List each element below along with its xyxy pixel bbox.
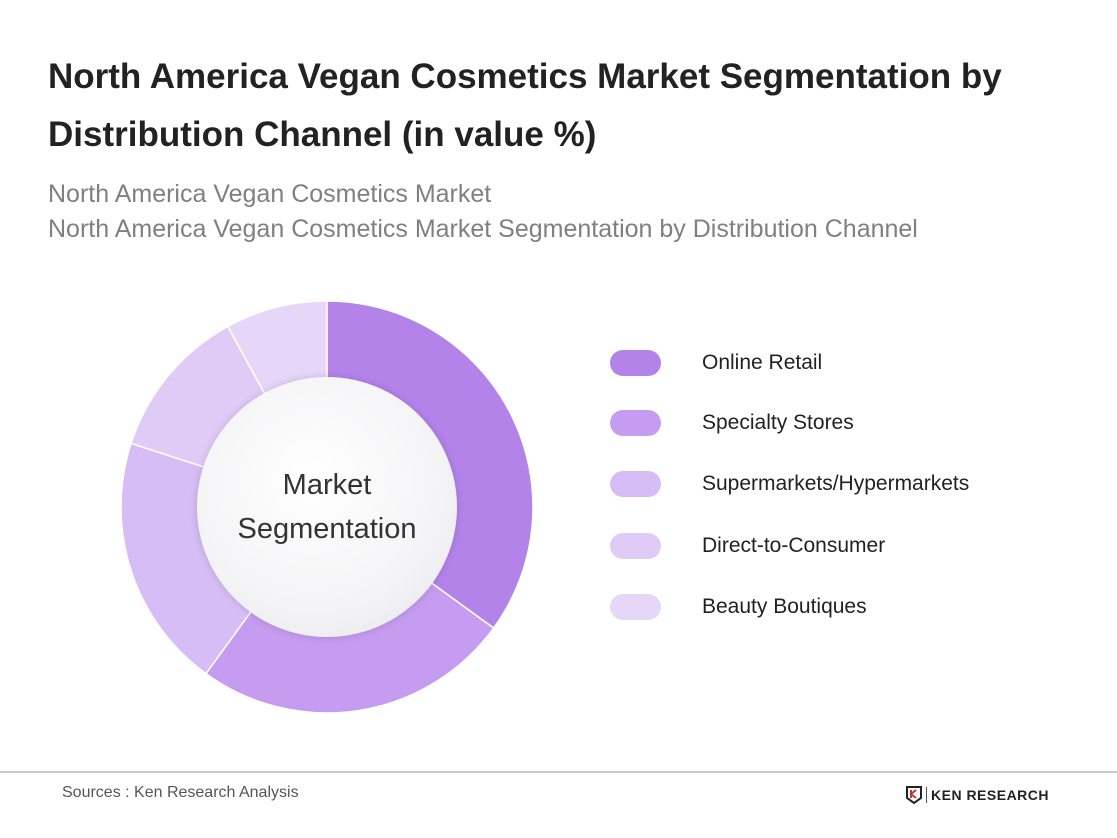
center-label-line-2: Segmentation [237,513,417,545]
legend-swatch [610,594,661,620]
legend-item: Direct-to-Consumer [610,533,1060,559]
logo-text: KEN RESEARCH [931,787,1050,803]
subtitle-line-2: North America Vegan Cosmetics Market Seg… [48,215,918,243]
legend-label: Specialty Stores [702,411,854,434]
subtitle-line-1: North America Vegan Cosmetics Market [48,180,492,208]
legend-label: Supermarkets/Hypermarkets [702,472,970,495]
donut-center-label: Market Segmentation [197,377,457,637]
legend-item: Specialty Stores [610,410,1060,436]
legend-swatch [610,350,661,376]
legend-swatch [610,410,661,436]
footer-divider [0,771,1117,773]
ken-logo-icon [906,786,922,804]
ken-research-logo: KEN RESEARCH [906,786,1049,804]
chart-title: North America Vegan Cosmetics Market Seg… [48,57,1002,154]
legend-label: Online Retail [702,351,823,374]
legend-label: Direct-to-Consumer [702,534,886,557]
legend-item: Beauty Boutiques [610,594,1060,620]
center-label-line-1: Market [282,469,372,501]
legend-item: Supermarkets/Hypermarkets [610,471,1060,497]
sources-text: Sources : Ken Research Analysis [62,784,299,801]
legend-swatch [610,471,661,497]
legend-swatch [610,533,661,559]
legend-item: Online Retail [610,350,1060,376]
legend-label: Beauty Boutiques [702,595,867,618]
